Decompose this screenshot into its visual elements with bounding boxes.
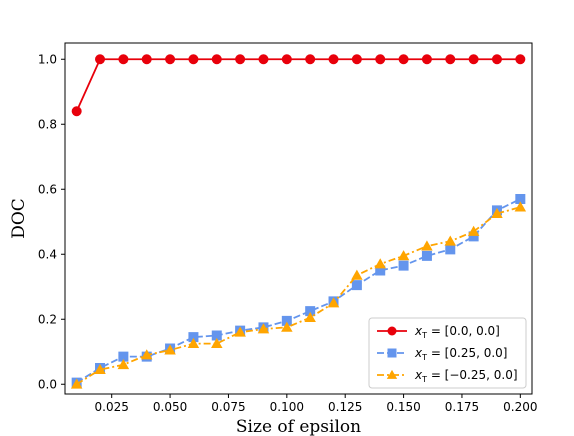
- data-point: [351, 54, 362, 65]
- data-point: [491, 54, 502, 65]
- data-point: [188, 332, 199, 343]
- data-point: [304, 311, 316, 322]
- legend-label-main: x: [414, 368, 423, 382]
- data-point: [235, 54, 246, 65]
- x-tick-label: 0.050: [153, 400, 187, 414]
- legend-marker: [387, 348, 397, 358]
- legend-entry: xT = [0.25, 0.0]: [377, 346, 507, 362]
- legend-label-main: x: [414, 346, 423, 360]
- y-axis-title: DOC: [9, 198, 29, 239]
- series-0: [71, 54, 526, 117]
- legend-label-value: = [0.0, 0.0]: [427, 324, 500, 338]
- x-tick-label: 0.175: [445, 400, 479, 414]
- data-point: [445, 54, 456, 65]
- data-point: [211, 337, 223, 348]
- legend-entry: xT = [−0.25, 0.0]: [377, 368, 518, 384]
- data-point: [234, 326, 246, 337]
- legend-label-subscript: T: [421, 353, 427, 362]
- y-tick-label: 0.2: [38, 312, 57, 326]
- data-point: [164, 344, 176, 355]
- legend: xT = [0.0, 0.0]xT = [0.25, 0.0]xT = [−0.…: [368, 317, 527, 389]
- x-tick-label: 0.200: [503, 400, 537, 414]
- legend-label-subscript: T: [421, 331, 427, 340]
- data-point: [281, 54, 292, 65]
- axes-frame: [64, 42, 533, 395]
- data-point: [375, 54, 386, 65]
- data-point: [375, 265, 386, 276]
- y-tick-label: 0.0: [38, 377, 57, 391]
- data-point: [141, 54, 152, 65]
- data-point: [187, 337, 200, 348]
- data-point: [305, 54, 316, 65]
- data-point: [468, 231, 479, 242]
- data-point: [444, 235, 457, 246]
- data-point: [421, 54, 432, 65]
- data-point: [211, 54, 222, 65]
- data-point: [281, 321, 293, 332]
- data-point: [118, 54, 129, 65]
- x-tick-label: 0.075: [211, 400, 245, 414]
- data-point: [397, 250, 410, 261]
- data-point: [95, 54, 106, 65]
- x-tick-label: 0.150: [386, 400, 420, 414]
- legend-entry: xT = [0.0, 0.0]: [377, 324, 500, 340]
- data-point: [70, 378, 83, 389]
- plot-area: [70, 54, 527, 389]
- x-tick-label: 0.125: [328, 400, 362, 414]
- data-point: [211, 330, 222, 341]
- data-point: [351, 269, 363, 280]
- data-point: [351, 280, 362, 291]
- data-point: [421, 250, 432, 261]
- data-point: [258, 54, 269, 65]
- data-point: [165, 54, 176, 65]
- data-point: [374, 258, 386, 269]
- legend-label-subscript: T: [421, 375, 427, 384]
- data-point: [491, 207, 503, 218]
- y-tick-label: 0.6: [38, 182, 57, 196]
- data-point: [515, 54, 526, 65]
- legend-label: xT = [−0.25, 0.0]: [414, 368, 518, 384]
- data-point: [328, 54, 339, 65]
- legend-label: xT = [0.0, 0.0]: [414, 324, 500, 340]
- data-point: [257, 323, 270, 334]
- data-point: [398, 260, 409, 271]
- data-point: [118, 351, 129, 362]
- y-tick-label: 0.4: [38, 247, 57, 261]
- data-point: [188, 54, 199, 65]
- data-point: [398, 54, 409, 65]
- series-2: [70, 201, 527, 389]
- axis-ticks: 0.025 0.050 0.075 0.100 0.125 0.150 0.175 0.200…: [38, 52, 538, 414]
- x-tick-label: 0.025: [95, 400, 129, 414]
- x-tick-label: 0.100: [270, 400, 304, 414]
- legend-marker: [386, 369, 398, 379]
- data-point: [514, 201, 527, 212]
- data-point: [305, 306, 316, 317]
- legend-label-main: x: [414, 324, 423, 338]
- legend-label-value: = [−0.25, 0.0]: [427, 368, 518, 382]
- data-point: [140, 349, 153, 360]
- legend-label-value: = [0.25, 0.0]: [427, 346, 507, 360]
- data-point: [94, 363, 106, 374]
- data-point: [281, 315, 292, 326]
- data-point: [117, 359, 130, 370]
- y-tick-label: 0.8: [38, 117, 57, 131]
- data-point: [515, 194, 526, 204]
- legend-label: xT = [0.25, 0.0]: [414, 346, 507, 362]
- data-point: [468, 54, 479, 65]
- x-axis-title: Size of epsilon: [236, 417, 361, 436]
- data-point: [71, 106, 82, 117]
- data-point: [421, 240, 433, 251]
- series-line: [76, 206, 521, 386]
- data-point: [467, 225, 480, 236]
- legend-marker: [387, 326, 397, 336]
- y-tick-label: 1.0: [38, 52, 57, 66]
- data-point: [445, 244, 456, 255]
- data-point: [327, 297, 340, 308]
- legend-box: [368, 317, 527, 389]
